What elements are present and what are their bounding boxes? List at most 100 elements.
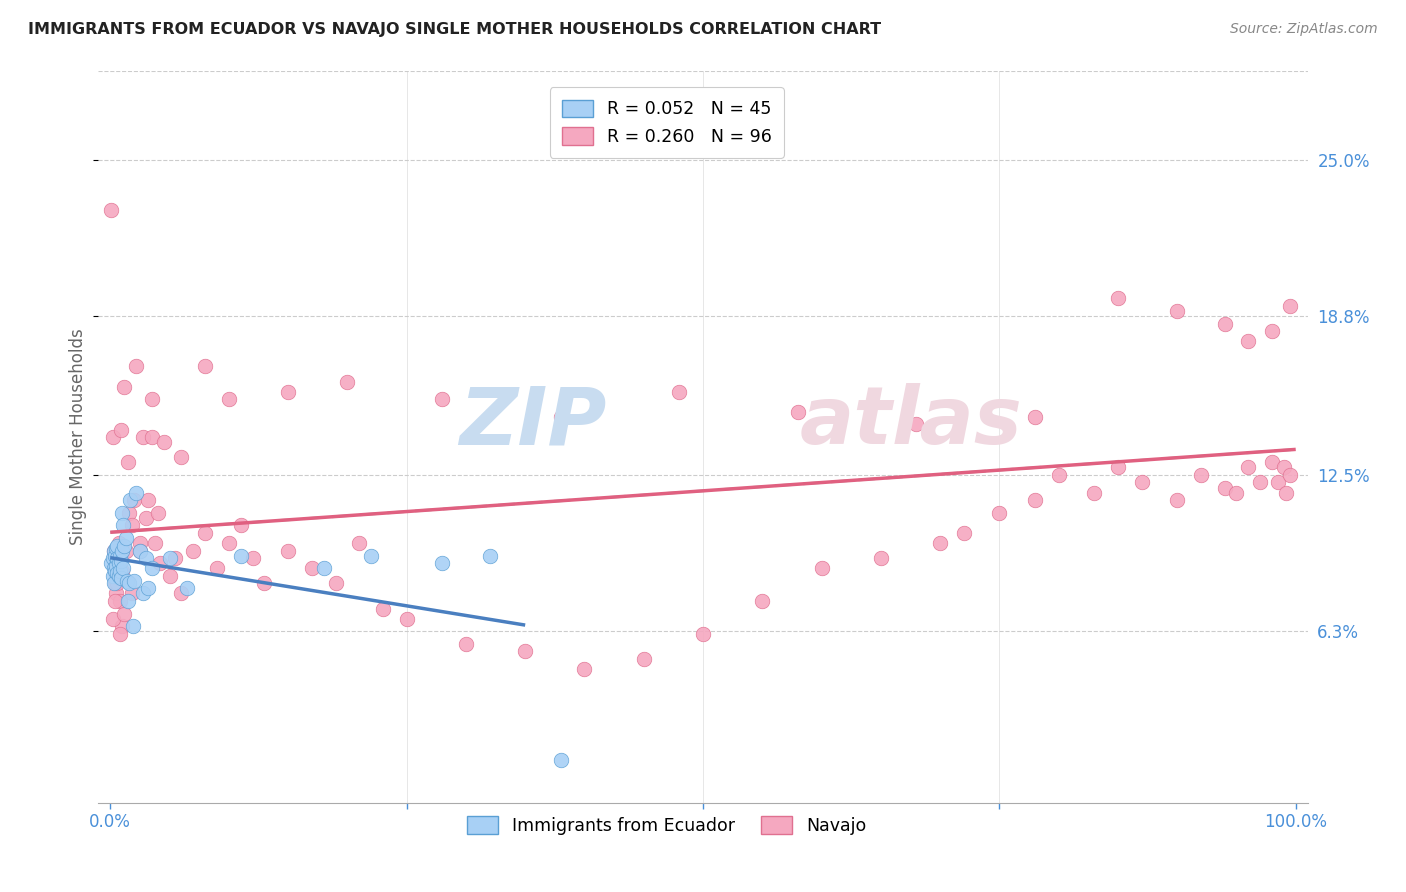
Point: [121, 518, 143, 533]
Point: [1047, 467, 1070, 482]
Point: [111, 564, 134, 578]
Point: [118, 576, 141, 591]
Point: [129, 543, 152, 558]
Point: [122, 493, 145, 508]
Point: [1083, 485, 1105, 500]
Point: [121, 619, 143, 633]
Point: [1213, 481, 1236, 495]
Point: [1249, 475, 1271, 490]
Point: [159, 569, 181, 583]
Point: [550, 409, 572, 424]
Point: [117, 455, 139, 469]
Point: [988, 506, 1011, 520]
Point: [129, 543, 152, 558]
Point: [114, 379, 136, 393]
Point: [105, 541, 128, 555]
Point: [105, 569, 128, 583]
Point: [149, 556, 172, 570]
Point: [170, 450, 193, 465]
Point: [111, 506, 134, 520]
Text: ZIP: ZIP: [458, 384, 606, 461]
Text: IMMIGRANTS FROM ECUADOR VS NAVAJO SINGLE MOTHER HOUSEHOLDS CORRELATION CHART: IMMIGRANTS FROM ECUADOR VS NAVAJO SINGLE…: [28, 22, 882, 37]
Point: [103, 561, 125, 575]
Point: [120, 493, 142, 508]
Point: [103, 576, 125, 591]
Point: [146, 506, 169, 520]
Point: [105, 558, 128, 573]
Point: [103, 543, 125, 558]
Point: [515, 644, 537, 658]
Point: [129, 536, 152, 550]
Point: [108, 594, 131, 608]
Point: [301, 561, 323, 575]
Point: [118, 506, 141, 520]
Point: [121, 586, 143, 600]
Point: [141, 561, 163, 575]
Point: [101, 430, 124, 444]
Point: [105, 576, 128, 591]
Point: [107, 556, 129, 570]
Point: [104, 576, 127, 591]
Point: [277, 384, 299, 399]
Point: [574, 662, 596, 676]
Point: [550, 753, 572, 767]
Point: [135, 510, 157, 524]
Point: [105, 586, 128, 600]
Point: [136, 582, 159, 596]
Point: [347, 536, 370, 550]
Point: [786, 405, 808, 419]
Point: [1261, 455, 1284, 469]
Point: [100, 203, 122, 218]
Point: [114, 607, 136, 621]
Point: [152, 435, 174, 450]
Point: [218, 536, 240, 550]
Point: [395, 612, 418, 626]
Point: [1130, 475, 1153, 490]
Point: [1272, 460, 1295, 475]
Point: [122, 574, 145, 588]
Point: [112, 561, 135, 575]
Point: [141, 392, 163, 407]
Point: [111, 619, 134, 633]
Point: [170, 586, 193, 600]
Point: [135, 551, 157, 566]
Point: [1237, 334, 1260, 349]
Point: [125, 359, 148, 374]
Point: [869, 551, 891, 566]
Point: [371, 601, 394, 615]
Point: [360, 549, 382, 563]
Point: [110, 571, 132, 585]
Point: [242, 551, 264, 566]
Point: [1225, 485, 1247, 500]
Point: [336, 375, 359, 389]
Point: [111, 543, 134, 558]
Y-axis label: Single Mother Households: Single Mother Households: [69, 329, 87, 545]
Point: [205, 561, 228, 575]
Point: [1275, 485, 1298, 500]
Point: [668, 384, 690, 399]
Point: [1278, 467, 1301, 482]
Point: [100, 556, 122, 570]
Point: [218, 392, 240, 407]
Point: [132, 430, 155, 444]
Point: [136, 493, 159, 508]
Point: [277, 543, 299, 558]
Point: [101, 612, 124, 626]
Point: [101, 569, 124, 583]
Point: [125, 485, 148, 500]
Point: [105, 551, 128, 566]
Point: [633, 652, 655, 666]
Point: [1213, 317, 1236, 331]
Point: [108, 549, 131, 563]
Point: [194, 359, 217, 374]
Point: [1024, 493, 1046, 508]
Point: [1024, 409, 1046, 424]
Point: [181, 543, 204, 558]
Point: [1189, 467, 1212, 482]
Point: [117, 594, 139, 608]
Point: [176, 582, 198, 596]
Point: [952, 525, 974, 540]
Point: [478, 549, 501, 563]
Point: [810, 561, 832, 575]
Point: [114, 539, 136, 553]
